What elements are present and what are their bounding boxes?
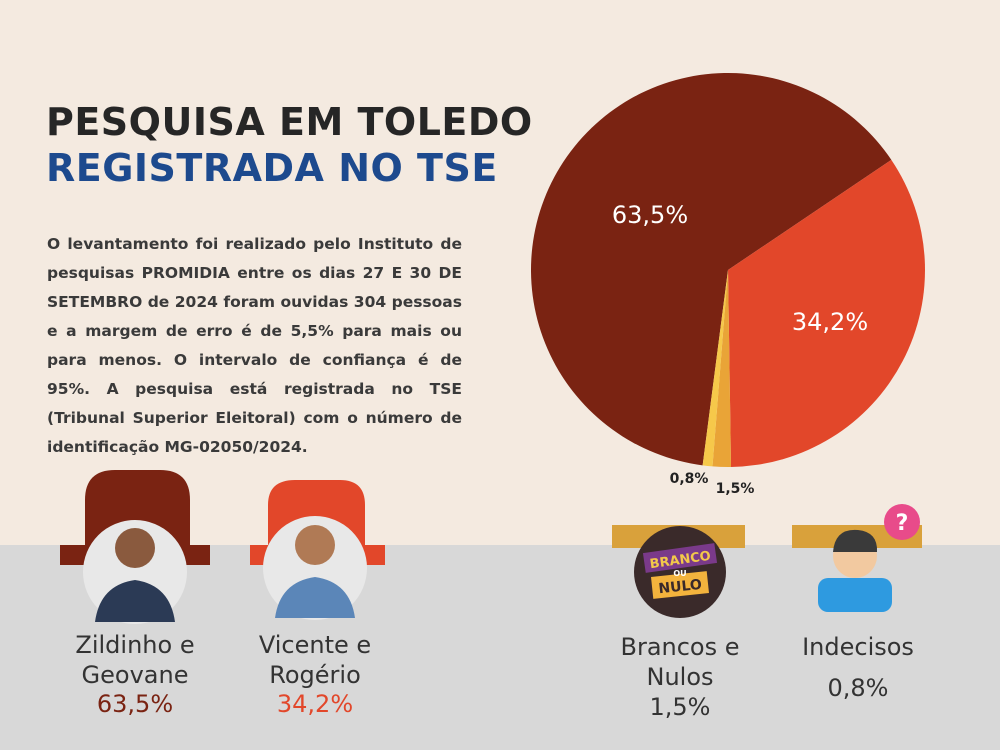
slice-label: 1,5% <box>716 481 755 497</box>
icon-label-bg <box>651 571 709 599</box>
icon-body <box>818 578 892 612</box>
pie-slice <box>530 72 892 466</box>
description: O levantamento foi realizado pelo Instit… <box>47 235 462 456</box>
icon-text: NULO <box>658 577 703 597</box>
icon-label-bg <box>642 543 718 573</box>
slice-label: 34,2% <box>792 308 868 336</box>
title: PESQUISA EM TOLEDO <box>46 100 533 144</box>
legend-value: 34,2% <box>276 690 354 718</box>
legend-name: Vicente e Rogério <box>258 631 372 689</box>
photo-head <box>295 525 335 565</box>
icon-text: OU <box>673 569 686 578</box>
legend-value: 63,5% <box>96 690 174 718</box>
pie-slice <box>712 270 732 467</box>
legend-name: Brancos e Nulos <box>620 633 740 691</box>
icon-question: ? <box>896 511 909 536</box>
photo-figure <box>95 580 175 622</box>
photo-head <box>115 528 155 568</box>
icon-bubble <box>884 504 920 540</box>
legend-name: Indecisos <box>802 633 914 661</box>
photo-figure <box>275 577 355 618</box>
legend-name: Zildinho e Geovane <box>75 631 195 689</box>
slice-label: 0,8% <box>670 471 709 487</box>
icon-hair <box>833 529 878 552</box>
pie-slice <box>728 159 925 467</box>
pie-chart: 63,5% 34,2% 1,5% 0,8% <box>530 72 925 497</box>
legend-value: 1,5% <box>649 693 711 721</box>
legend-value: 0,8% <box>827 674 889 702</box>
pie-slice <box>702 270 728 467</box>
subtitle: REGISTRADA NO TSE <box>46 146 498 190</box>
slice-label: 63,5% <box>612 201 688 229</box>
